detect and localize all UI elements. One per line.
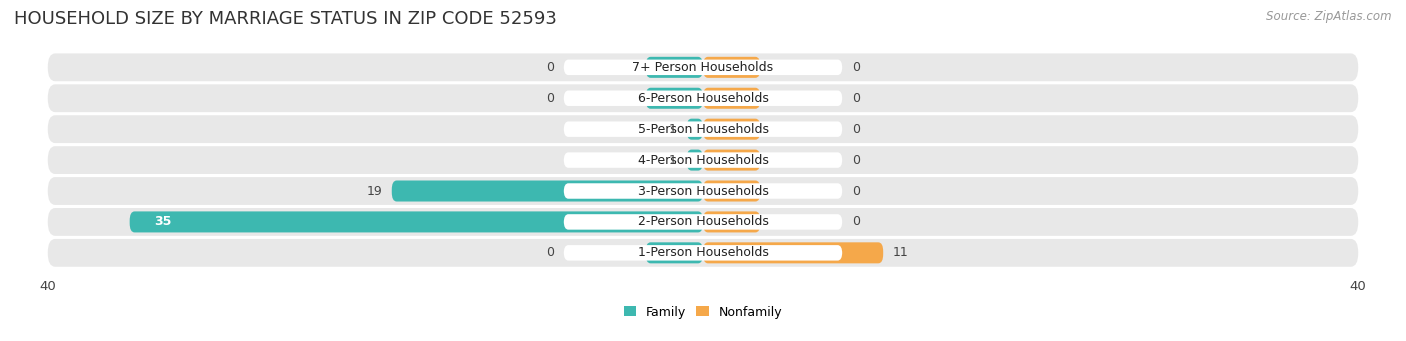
FancyBboxPatch shape — [48, 177, 1358, 205]
Text: 0: 0 — [852, 216, 860, 228]
Text: 35: 35 — [155, 216, 172, 228]
FancyBboxPatch shape — [48, 208, 1358, 236]
Text: 5-Person Households: 5-Person Households — [637, 123, 769, 136]
FancyBboxPatch shape — [564, 152, 842, 168]
Text: 0: 0 — [852, 153, 860, 167]
Text: 0: 0 — [852, 184, 860, 197]
FancyBboxPatch shape — [564, 121, 842, 137]
FancyBboxPatch shape — [703, 180, 761, 202]
Text: 1: 1 — [669, 153, 676, 167]
Text: Source: ZipAtlas.com: Source: ZipAtlas.com — [1267, 10, 1392, 23]
FancyBboxPatch shape — [392, 180, 703, 202]
Text: 1-Person Households: 1-Person Households — [637, 246, 769, 260]
FancyBboxPatch shape — [564, 90, 842, 106]
FancyBboxPatch shape — [703, 242, 883, 263]
FancyBboxPatch shape — [564, 245, 842, 261]
Text: 0: 0 — [546, 246, 554, 260]
Text: 0: 0 — [852, 61, 860, 74]
FancyBboxPatch shape — [645, 88, 703, 109]
Text: 0: 0 — [852, 92, 860, 105]
Text: 0: 0 — [546, 61, 554, 74]
FancyBboxPatch shape — [703, 57, 761, 78]
Text: 6-Person Households: 6-Person Households — [637, 92, 769, 105]
FancyBboxPatch shape — [564, 214, 842, 229]
Text: HOUSEHOLD SIZE BY MARRIAGE STATUS IN ZIP CODE 52593: HOUSEHOLD SIZE BY MARRIAGE STATUS IN ZIP… — [14, 10, 557, 28]
Text: 0: 0 — [546, 92, 554, 105]
Text: 11: 11 — [893, 246, 908, 260]
FancyBboxPatch shape — [48, 84, 1358, 112]
Text: 7+ Person Households: 7+ Person Households — [633, 61, 773, 74]
FancyBboxPatch shape — [129, 211, 703, 233]
Text: 19: 19 — [366, 184, 382, 197]
Text: 1: 1 — [669, 123, 676, 136]
Legend: Family, Nonfamily: Family, Nonfamily — [624, 306, 782, 318]
FancyBboxPatch shape — [564, 60, 842, 75]
FancyBboxPatch shape — [48, 54, 1358, 81]
Text: 4-Person Households: 4-Person Households — [637, 153, 769, 167]
FancyBboxPatch shape — [48, 146, 1358, 174]
FancyBboxPatch shape — [686, 119, 703, 140]
FancyBboxPatch shape — [703, 88, 761, 109]
Text: 0: 0 — [852, 123, 860, 136]
FancyBboxPatch shape — [645, 57, 703, 78]
FancyBboxPatch shape — [703, 150, 761, 170]
FancyBboxPatch shape — [48, 115, 1358, 143]
FancyBboxPatch shape — [686, 150, 703, 170]
FancyBboxPatch shape — [564, 183, 842, 199]
FancyBboxPatch shape — [48, 239, 1358, 267]
Text: 3-Person Households: 3-Person Households — [637, 184, 769, 197]
Text: 2-Person Households: 2-Person Households — [637, 216, 769, 228]
FancyBboxPatch shape — [703, 119, 761, 140]
FancyBboxPatch shape — [645, 242, 703, 263]
FancyBboxPatch shape — [703, 211, 761, 233]
